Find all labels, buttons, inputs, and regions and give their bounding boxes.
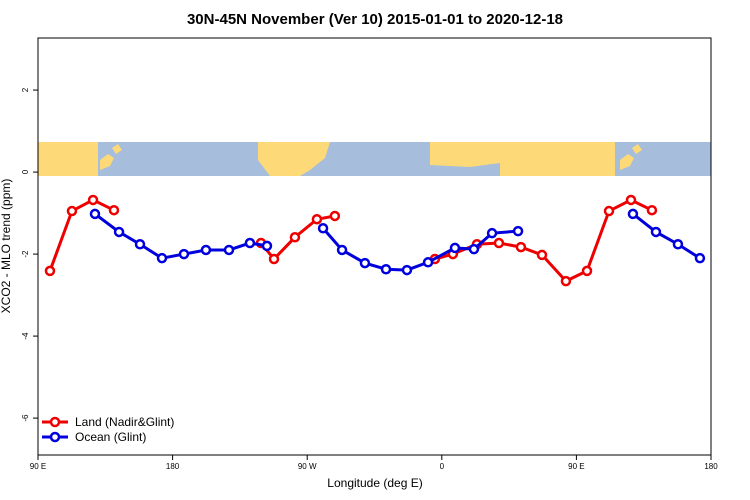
chart-title: 30N-45N November (Ver 10) 2015-01-01 to …: [187, 11, 563, 28]
point: [625, 194, 637, 206]
point: [672, 238, 684, 250]
point: [650, 226, 662, 238]
legend-label: Land (Nadir&Glint): [75, 415, 174, 429]
point: [244, 237, 256, 249]
series-line: [48, 198, 115, 272]
point: [359, 257, 371, 269]
y-tick-label: -4: [21, 332, 30, 340]
x-tick-label: 180: [166, 462, 180, 471]
point: [261, 240, 273, 252]
legend-marker: [49, 416, 61, 428]
point: [646, 204, 658, 216]
y-tick-label: -6: [21, 414, 30, 422]
x-tick-label: 90 W: [298, 462, 317, 471]
x-tick-label: 90 E: [568, 462, 584, 471]
point: [422, 257, 434, 268]
point: [134, 238, 146, 250]
series-line: [632, 212, 701, 260]
x-tick-label: 180: [704, 462, 718, 471]
y-tick-label: -2: [21, 250, 30, 258]
point: [627, 208, 639, 220]
point: [380, 264, 392, 275]
plot-frame: [37, 37, 712, 456]
point: [89, 208, 101, 220]
point: [694, 252, 706, 264]
point: [268, 253, 280, 265]
point: [223, 244, 235, 256]
legend-label: Ocean (Glint): [75, 430, 146, 444]
point: [603, 205, 615, 217]
point: [401, 264, 413, 276]
series-line: [321, 227, 519, 272]
point: [113, 226, 125, 238]
legend-marker: [49, 431, 61, 443]
y-tick-label: 2: [21, 87, 30, 92]
x-tick-label: 0: [440, 462, 445, 471]
y-axis-label: XCO2 - MLO trend (ppm): [0, 179, 13, 314]
point: [178, 248, 190, 260]
x-axis-label: Longitude (deg E): [327, 476, 422, 490]
series-line: [434, 198, 653, 283]
point: [156, 252, 168, 264]
point: [87, 194, 99, 206]
point: [317, 223, 329, 234]
point: [581, 265, 593, 277]
point: [289, 232, 301, 243]
point: [536, 249, 548, 261]
map-band: [38, 142, 711, 176]
point: [560, 275, 572, 287]
point: [449, 242, 461, 254]
point: [66, 205, 78, 217]
point: [486, 227, 498, 239]
point: [336, 244, 348, 256]
point: [468, 243, 480, 255]
point: [512, 225, 524, 237]
point: [493, 237, 505, 249]
point: [108, 204, 120, 216]
point: [329, 210, 341, 222]
point: [311, 213, 323, 225]
point: [200, 244, 212, 256]
y-tick-label: 0: [21, 169, 30, 174]
point: [44, 265, 56, 277]
x-tick-label: 90 E: [30, 462, 46, 471]
point: [515, 241, 527, 253]
